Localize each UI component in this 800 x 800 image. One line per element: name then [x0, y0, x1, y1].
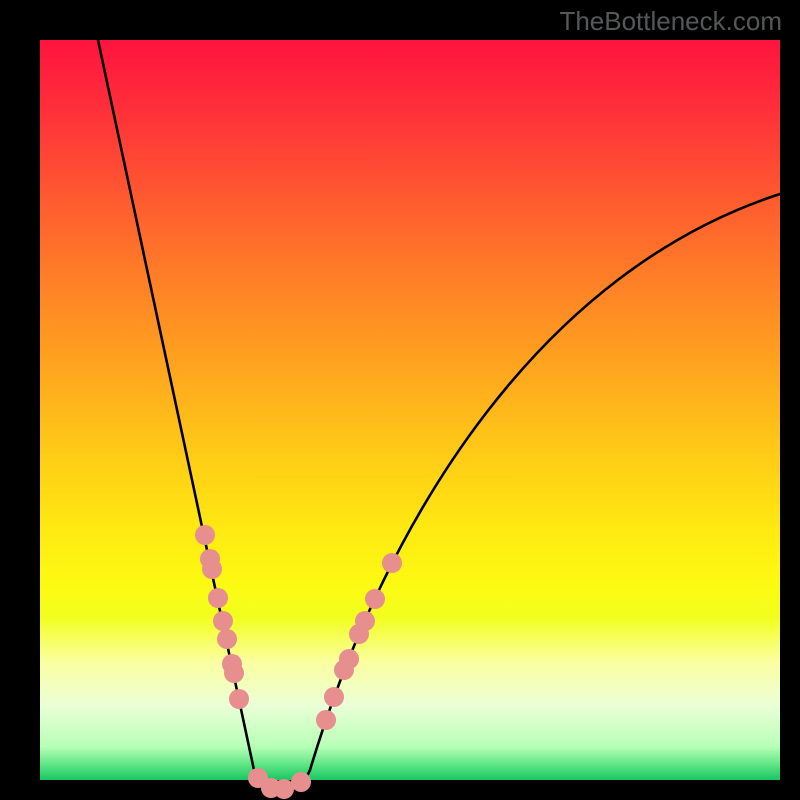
data-point	[291, 772, 311, 792]
data-point	[382, 553, 402, 573]
data-point	[316, 710, 336, 730]
data-point	[324, 687, 344, 707]
plot-area	[40, 40, 780, 780]
data-point	[224, 663, 244, 683]
data-point	[202, 559, 222, 579]
data-point	[213, 611, 233, 631]
chart-frame: TheBottleneck.com	[0, 0, 800, 800]
data-point	[365, 589, 385, 609]
data-point	[339, 649, 359, 669]
data-point	[208, 588, 228, 608]
data-point	[229, 689, 249, 709]
watermark-text: TheBottleneck.com	[559, 6, 782, 37]
data-point	[217, 629, 237, 649]
data-point	[195, 525, 215, 545]
data-point	[355, 611, 375, 631]
